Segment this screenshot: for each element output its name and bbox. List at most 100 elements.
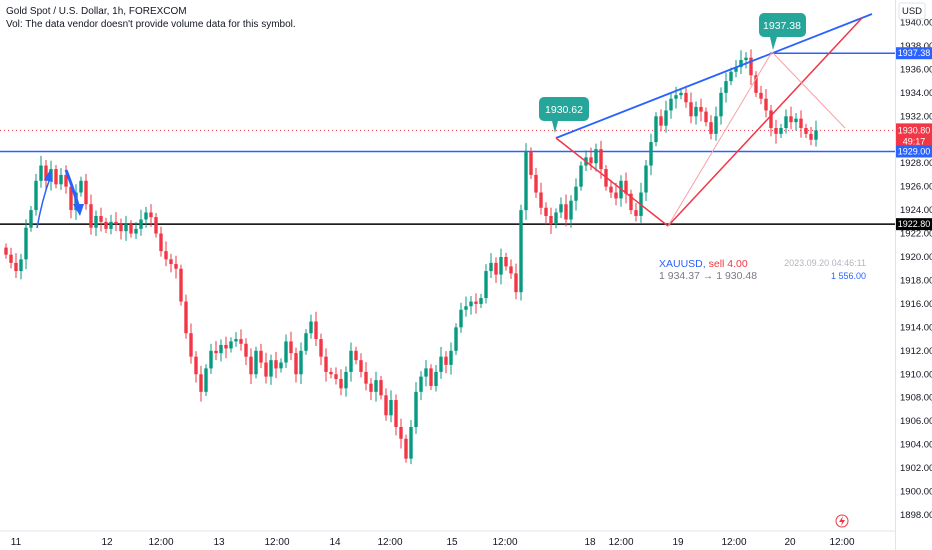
candle: [159, 226, 163, 257]
candle: [749, 49, 753, 85]
candlestick-series: [4, 49, 818, 465]
time-tick-label: 12:00: [148, 537, 173, 548]
price-axis[interactable]: [896, 0, 932, 550]
trade-price-move: 1 934.37 → 1 930.48: [659, 270, 757, 282]
time-tick-label: 12:00: [264, 537, 289, 548]
candle: [809, 126, 813, 146]
candle: [499, 248, 503, 285]
candle: [649, 133, 653, 176]
candle: [449, 342, 453, 375]
currency-button[interactable]: [898, 2, 926, 20]
candle: [39, 155, 43, 188]
thin-down-line: [771, 51, 846, 129]
price-tick-label: 1926.00: [900, 182, 932, 193]
candle: [524, 143, 528, 220]
price-tick-label: 1912.00: [900, 346, 932, 357]
price-tick-label: 1938.00: [900, 41, 932, 52]
candle: [354, 346, 358, 365]
candle: [689, 92, 693, 124]
candle: [139, 209, 143, 236]
candle: [219, 339, 223, 362]
candle: [714, 106, 718, 141]
candle: [539, 182, 543, 215]
candle: [34, 173, 38, 216]
candle: [234, 332, 238, 347]
candle: [629, 189, 633, 215]
candle: [494, 257, 498, 283]
candle: [134, 221, 138, 240]
candle: [259, 343, 263, 369]
candle: [394, 394, 398, 436]
candle: [144, 206, 148, 228]
trade-amount: 1 556.00: [831, 271, 866, 281]
candle: [759, 85, 763, 105]
candle: [114, 212, 118, 232]
candle: [719, 87, 723, 125]
candle: [439, 346, 443, 379]
candle: [244, 338, 248, 365]
candle: [179, 264, 183, 306]
callout-left-peak[interactable]: 1930.62: [539, 97, 589, 133]
candle: [294, 347, 298, 383]
price-tick-label: 1924.00: [900, 205, 932, 216]
candle: [664, 100, 668, 133]
candle: [429, 364, 433, 391]
time-tick-label: 12:00: [721, 537, 746, 548]
candle: [369, 378, 373, 401]
price-tick-label: 1932.00: [900, 111, 932, 122]
candle: [44, 160, 48, 190]
candle: [24, 219, 28, 270]
candle: [194, 351, 198, 383]
upper-trend-line[interactable]: [555, 13, 873, 139]
candle: [199, 365, 203, 402]
candle: [214, 341, 218, 361]
candle: [769, 104, 773, 137]
candle: [99, 207, 103, 232]
callout-right-label: 1937.38: [763, 20, 801, 32]
candle: [699, 98, 703, 122]
candle: [404, 434, 408, 463]
candle: [634, 203, 638, 222]
candle: [64, 165, 68, 194]
candle: [729, 67, 733, 86]
price-tick-label: 1898.00: [900, 510, 932, 521]
up-arrow-head-icon: [44, 170, 53, 182]
candle: [344, 366, 348, 397]
down-trend-line[interactable]: [555, 137, 669, 227]
price-tick-label: 1916.00: [900, 299, 932, 310]
candle: [479, 293, 483, 309]
time-tick-label: 12:00: [608, 537, 633, 548]
candle: [489, 253, 493, 278]
price-tick-label: 1940.00: [900, 18, 932, 29]
candle: [309, 314, 313, 339]
candle: [269, 354, 273, 385]
time-tick-label: 11: [11, 537, 22, 548]
time-tick-label: 18: [584, 537, 596, 548]
candle: [794, 113, 798, 131]
price-tick-label: 1910.00: [900, 369, 932, 380]
trade-title: XAUUSD, sell 4.00: [659, 258, 748, 270]
up-trend-line[interactable]: [667, 17, 863, 227]
currency-label: USD: [902, 6, 922, 17]
lightning-icon[interactable]: [835, 514, 849, 528]
candle: [694, 101, 698, 125]
candle: [154, 213, 158, 238]
candle: [204, 364, 208, 396]
price-tick-label: 1936.00: [900, 64, 932, 75]
last-price-tag: 1930.80 49:17: [896, 123, 932, 148]
candle: [29, 205, 33, 232]
candle: [484, 264, 488, 304]
candle: [14, 253, 18, 278]
callout-right-peak[interactable]: 1937.38: [759, 13, 806, 50]
candle: [59, 168, 63, 190]
candle: [124, 215, 128, 241]
candle: [474, 293, 478, 314]
price-tick-label: 1928.00: [900, 158, 932, 169]
candle: [384, 388, 388, 421]
candle: [264, 352, 268, 384]
candle: [684, 85, 688, 108]
candle: [669, 93, 673, 119]
candle: [549, 207, 553, 234]
candle: [339, 369, 343, 396]
